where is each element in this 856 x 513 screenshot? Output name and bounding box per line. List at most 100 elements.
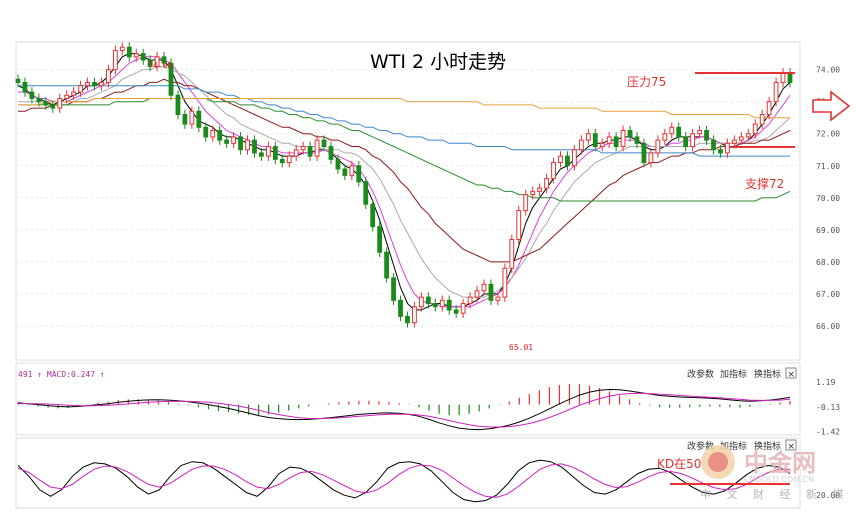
candle-body	[725, 142, 730, 154]
high-label: 74.90	[148, 61, 172, 70]
candle-body	[92, 81, 97, 87]
candle-body	[773, 81, 779, 103]
candle-body	[738, 136, 744, 141]
candle-body	[349, 165, 355, 176]
candle-body	[752, 123, 758, 135]
candle-body	[252, 139, 257, 154]
candle-body	[314, 139, 320, 157]
candle-body	[634, 136, 640, 144]
candle-body	[766, 101, 772, 115]
candle-body	[495, 296, 501, 301]
candle-body	[690, 133, 696, 148]
macd-switch-indicator-button[interactable]: 换指标	[754, 368, 781, 380]
candle-body	[71, 91, 77, 96]
candle-body	[745, 133, 751, 138]
candle-body	[592, 133, 598, 148]
macd-tick-label: -1.42	[816, 427, 840, 436]
macd-param-button[interactable]: 改参数	[687, 368, 714, 380]
macd-chart	[17, 384, 791, 431]
candle-body	[265, 146, 271, 157]
chart-title: WTI 2 小时走势	[370, 51, 506, 73]
candle-body	[662, 133, 668, 141]
kd-chart	[17, 459, 791, 503]
macd-line	[17, 392, 791, 428]
kd-axis: 20.00	[816, 491, 840, 500]
candle-body	[335, 158, 341, 170]
candle-body	[78, 85, 83, 93]
kd-close-button[interactable]	[785, 439, 797, 451]
candlesticks	[15, 42, 793, 328]
kd-switch-indicator-button[interactable]: 换指标	[754, 440, 781, 452]
macd-add-indicator-button[interactable]: 加指标	[720, 368, 747, 380]
candle-body	[126, 46, 132, 58]
candle-body	[683, 136, 689, 148]
candle-body	[648, 152, 654, 164]
macd-close-button[interactable]	[785, 367, 797, 379]
candle-body	[432, 303, 438, 308]
candle-body	[718, 149, 723, 154]
candle-body	[293, 149, 299, 157]
candle-body	[99, 81, 104, 87]
candle-body	[481, 283, 487, 292]
candle-body	[425, 296, 431, 305]
macd-axis: 1.19 -0.13 -1.42	[816, 378, 840, 436]
low-label: 65.01	[509, 343, 533, 352]
candle-body	[112, 49, 118, 71]
ma-line	[17, 53, 791, 311]
macd-label: 491 ↑ MACD:0.247 ↑	[18, 370, 105, 379]
candle-body	[439, 299, 445, 308]
candle-body	[551, 162, 556, 180]
ma-line	[18, 85, 790, 157]
kd-note: KD在50	[657, 457, 701, 471]
candle-body	[29, 91, 35, 99]
candle-body	[57, 97, 63, 109]
price-tick-label: 71.00	[816, 162, 840, 171]
candle-body	[585, 133, 591, 141]
price-tick-label: 70.00	[816, 194, 840, 203]
candle-body	[572, 149, 577, 167]
macd-tick-label: -0.13	[816, 403, 840, 412]
candle-body	[321, 139, 327, 148]
candle-body	[300, 146, 306, 151]
candle-body	[599, 142, 605, 148]
candle-body	[210, 130, 216, 138]
moving-averages	[17, 53, 791, 311]
candle-body	[64, 94, 70, 99]
price-tick-label: 74.00	[816, 66, 840, 75]
logo-url: CNGOLD.COM.CN	[744, 475, 814, 484]
candle-body	[704, 130, 709, 141]
candle-body	[669, 126, 675, 135]
kd-close-icon: ×	[788, 442, 796, 452]
candle-body	[446, 299, 452, 311]
candle-body	[418, 296, 424, 308]
candle-body	[412, 306, 417, 324]
candle-body	[558, 155, 563, 164]
candle-body	[43, 101, 49, 106]
candle-body	[196, 110, 202, 128]
candle-body	[50, 104, 56, 109]
candle-body	[711, 139, 716, 151]
candle-body	[224, 139, 230, 144]
candle-body	[537, 187, 543, 192]
candle-body	[356, 165, 362, 183]
candle-body	[106, 69, 111, 83]
price-tick-label: 67.00	[816, 290, 840, 299]
kd-tick-label: 20.00	[816, 491, 840, 500]
candle-body	[154, 56, 160, 67]
candle-body	[509, 238, 515, 269]
candle-body	[231, 136, 236, 144]
candle-body	[279, 158, 285, 164]
price-tick-label: 68.00	[816, 258, 840, 267]
candle-body	[217, 130, 223, 141]
candle-body	[453, 309, 459, 314]
candle-body	[140, 53, 146, 61]
kd-line	[17, 459, 791, 503]
cngold-logo: 中金网 CNGOLD.COM.CN 中 文 财 经 新 媒 体	[700, 445, 856, 501]
price-tick-label: 66.00	[816, 322, 840, 331]
candle-body	[286, 155, 292, 164]
kd-line	[17, 463, 790, 498]
candle-body	[460, 303, 466, 314]
candle-body	[203, 126, 209, 138]
candle-body	[676, 126, 682, 138]
